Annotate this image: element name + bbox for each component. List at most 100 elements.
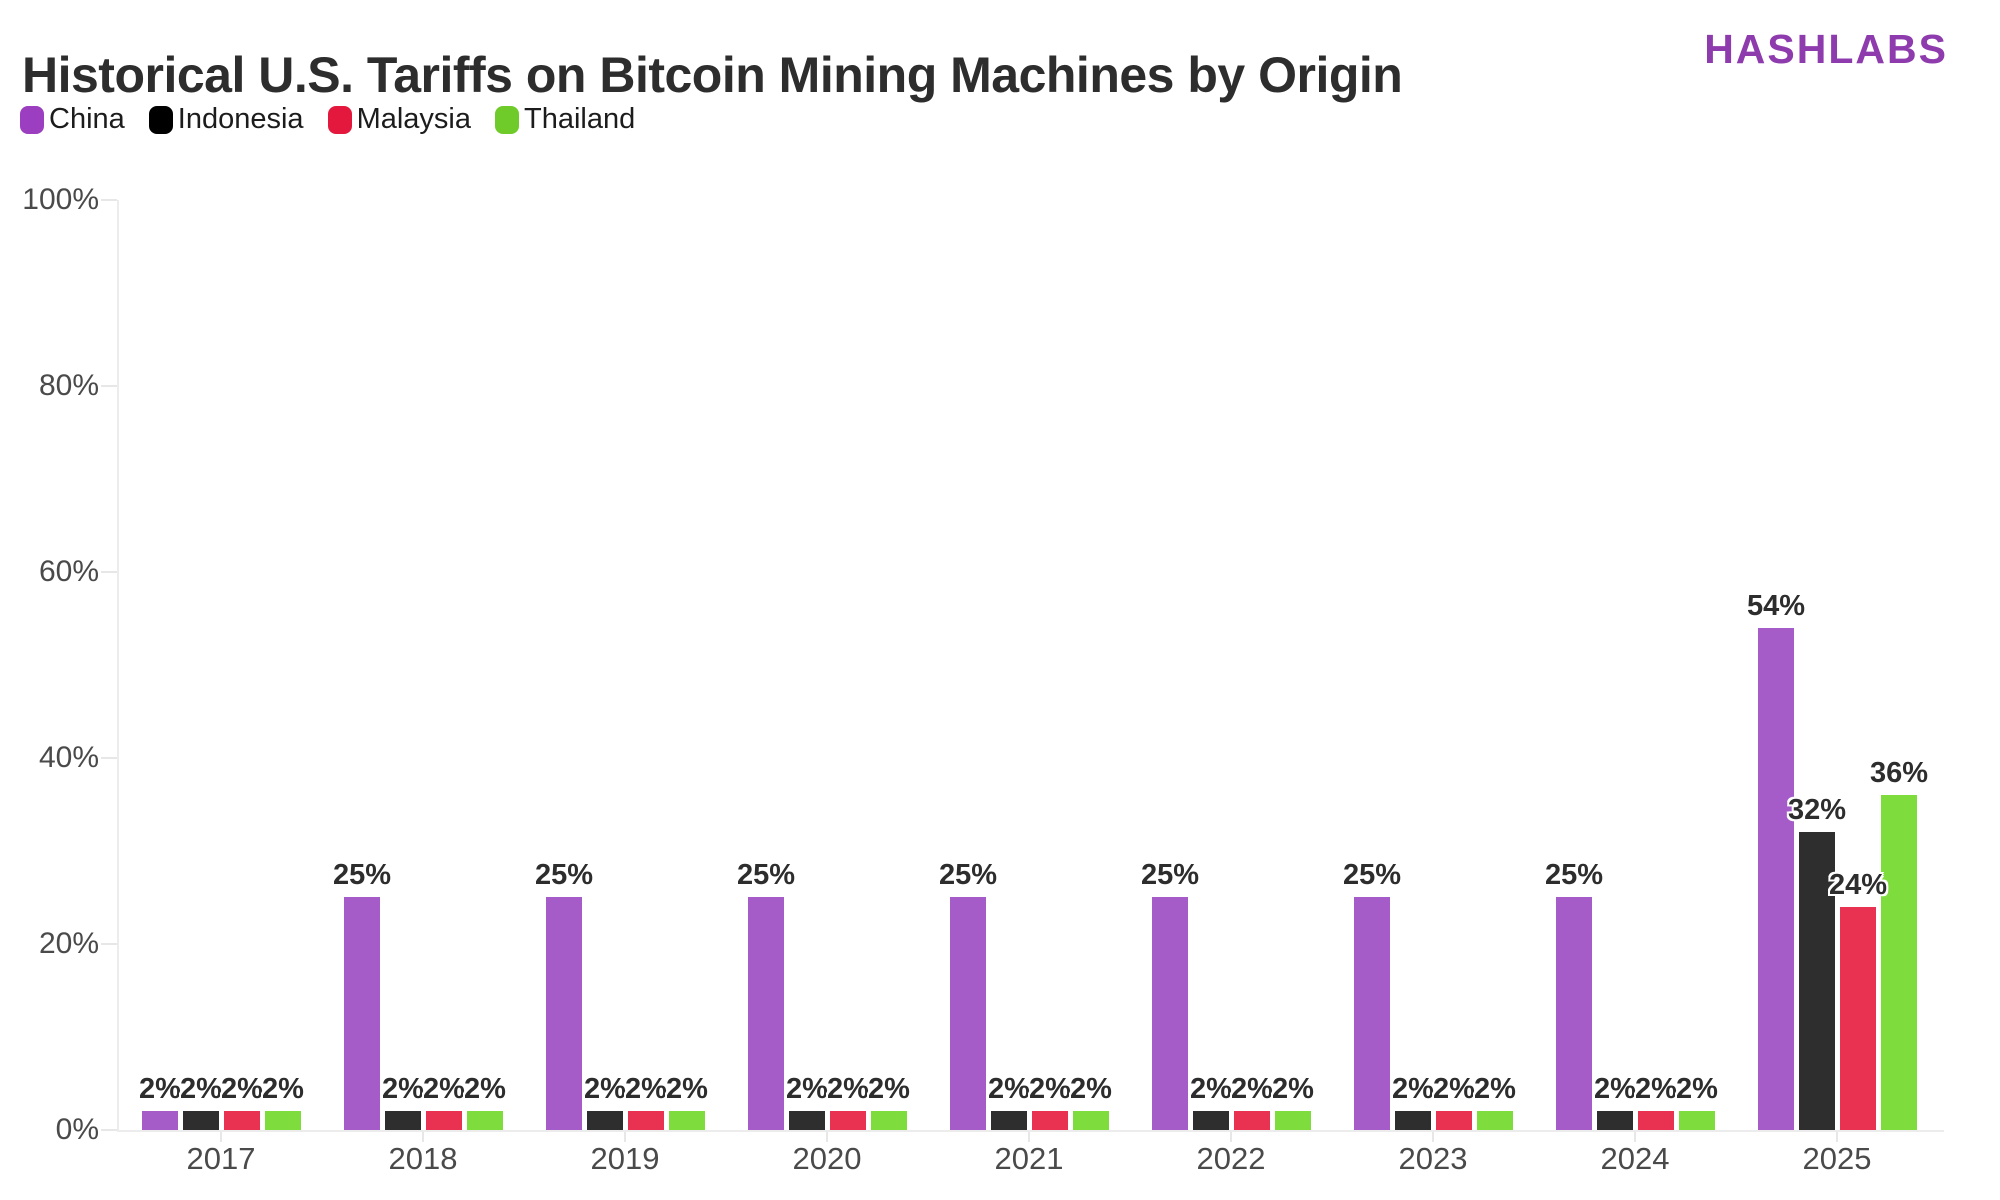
bar-thailand-2024 bbox=[1679, 1111, 1715, 1130]
legend-swatch-china bbox=[20, 105, 44, 134]
bar-value-label: 2% bbox=[1029, 1073, 1071, 1105]
bar-malaysia-2018 bbox=[426, 1111, 462, 1130]
bar-value-label: 25% bbox=[1342, 859, 1402, 891]
bar-china-2017 bbox=[142, 1111, 178, 1130]
bar-value-label: 2% bbox=[1272, 1073, 1314, 1105]
bar-value-label: 2% bbox=[786, 1073, 828, 1105]
bar-value-label: 2% bbox=[988, 1073, 1030, 1105]
bar-indonesia-2021 bbox=[991, 1111, 1027, 1130]
y-axis-tick-label: 40% bbox=[38, 741, 99, 774]
bar-thailand-2020 bbox=[871, 1111, 907, 1130]
bar-value-label: 2% bbox=[1594, 1073, 1636, 1105]
y-axis-tick-label: 60% bbox=[38, 555, 99, 588]
bar-value-label: 2% bbox=[423, 1073, 465, 1105]
bar-value-label: 24% bbox=[1828, 869, 1888, 901]
y-axis-tick-label: 20% bbox=[38, 927, 99, 960]
legend-item-china: China bbox=[20, 103, 125, 136]
legend-label: Indonesia bbox=[177, 103, 304, 135]
bar-value-label: 2% bbox=[139, 1073, 181, 1105]
bar-malaysia-2019 bbox=[628, 1111, 664, 1130]
bar-malaysia-2017 bbox=[224, 1111, 260, 1130]
bar-indonesia-2023 bbox=[1395, 1111, 1431, 1130]
bar-thailand-2019 bbox=[669, 1111, 705, 1130]
x-axis-category-label: 2017 bbox=[186, 1141, 256, 1176]
y-axis-tick-label: 100% bbox=[22, 183, 99, 216]
bar-thailand-2025 bbox=[1881, 795, 1917, 1130]
bar-value-label: 2% bbox=[666, 1073, 708, 1105]
bar-value-label: 2% bbox=[1635, 1073, 1677, 1105]
bar-value-label: 2% bbox=[1433, 1073, 1475, 1105]
bar-china-2025 bbox=[1758, 628, 1794, 1130]
legend-item-malaysia: Malaysia bbox=[327, 103, 471, 136]
bar-value-label: 2% bbox=[1392, 1073, 1434, 1105]
bar-malaysia-2021 bbox=[1032, 1111, 1068, 1130]
y-axis-tick-label: 0% bbox=[55, 1113, 99, 1146]
bar-indonesia-2017 bbox=[183, 1111, 219, 1130]
legend-label: China bbox=[49, 103, 125, 135]
bar-china-2024 bbox=[1556, 897, 1592, 1130]
legend: China Indonesia Malaysia Thailand bbox=[20, 103, 635, 136]
bar-value-label: 25% bbox=[332, 859, 392, 891]
bar-value-label: 2% bbox=[625, 1073, 667, 1105]
bar-china-2019 bbox=[546, 897, 582, 1130]
x-tick bbox=[826, 1132, 828, 1142]
chart-title: Historical U.S. Tariffs on Bitcoin Minin… bbox=[22, 46, 1403, 103]
legend-swatch-thailand bbox=[495, 105, 519, 134]
bar-indonesia-2025 bbox=[1799, 832, 1835, 1130]
bar-value-label: 25% bbox=[534, 859, 594, 891]
y-tick bbox=[101, 757, 117, 759]
hashlabs-logo: HASHLABS bbox=[1704, 26, 1948, 72]
bar-thailand-2023 bbox=[1477, 1111, 1513, 1130]
bar-malaysia-2025 bbox=[1840, 907, 1876, 1130]
bar-value-label: 2% bbox=[382, 1073, 424, 1105]
y-tick bbox=[101, 385, 117, 387]
x-axis-category-label: 2025 bbox=[1802, 1141, 1872, 1176]
bar-thailand-2022 bbox=[1275, 1111, 1311, 1130]
bar-china-2020 bbox=[748, 897, 784, 1130]
x-tick bbox=[624, 1132, 626, 1142]
bar-malaysia-2023 bbox=[1436, 1111, 1472, 1130]
bar-value-label: 2% bbox=[868, 1073, 910, 1105]
x-tick bbox=[1836, 1132, 1838, 1142]
bar-value-label: 25% bbox=[938, 859, 998, 891]
x-axis-category-label: 2021 bbox=[994, 1141, 1064, 1176]
y-tick bbox=[101, 943, 117, 945]
bar-malaysia-2022 bbox=[1234, 1111, 1270, 1130]
x-axis-category-label: 2023 bbox=[1398, 1141, 1468, 1176]
bar-value-label: 54% bbox=[1746, 590, 1806, 622]
y-tick bbox=[101, 571, 117, 573]
legend-swatch-malaysia bbox=[327, 105, 352, 134]
bar-thailand-2021 bbox=[1073, 1111, 1109, 1130]
bar-indonesia-2024 bbox=[1597, 1111, 1633, 1130]
legend-label: Thailand bbox=[524, 103, 636, 135]
bar-value-label: 2% bbox=[180, 1073, 222, 1105]
y-axis-line bbox=[117, 200, 119, 1132]
legend-item-indonesia: Indonesia bbox=[148, 103, 304, 136]
x-axis-category-label: 2024 bbox=[1600, 1141, 1670, 1176]
bar-value-label: 25% bbox=[1140, 859, 1200, 891]
bar-value-label: 36% bbox=[1869, 757, 1929, 789]
x-axis-category-label: 2020 bbox=[792, 1141, 862, 1176]
bar-thailand-2017 bbox=[265, 1111, 301, 1130]
x-tick bbox=[1230, 1132, 1232, 1142]
x-tick bbox=[1432, 1132, 1434, 1142]
bar-value-label: 2% bbox=[584, 1073, 626, 1105]
y-tick bbox=[101, 1129, 117, 1131]
y-axis-tick-label: 80% bbox=[38, 369, 99, 402]
x-axis-line bbox=[117, 1130, 1944, 1132]
bar-value-label: 2% bbox=[221, 1073, 263, 1105]
bar-malaysia-2020 bbox=[830, 1111, 866, 1130]
bar-indonesia-2020 bbox=[789, 1111, 825, 1130]
x-tick bbox=[220, 1132, 222, 1142]
bar-value-label: 25% bbox=[1544, 859, 1604, 891]
x-axis-category-label: 2018 bbox=[388, 1141, 458, 1176]
bar-value-label: 32% bbox=[1787, 794, 1847, 826]
x-axis-category-label: 2022 bbox=[1196, 1141, 1266, 1176]
bar-value-label: 2% bbox=[1231, 1073, 1273, 1105]
bar-value-label: 2% bbox=[262, 1073, 304, 1105]
bar-china-2018 bbox=[344, 897, 380, 1130]
x-tick bbox=[1028, 1132, 1030, 1142]
bar-china-2021 bbox=[950, 897, 986, 1130]
